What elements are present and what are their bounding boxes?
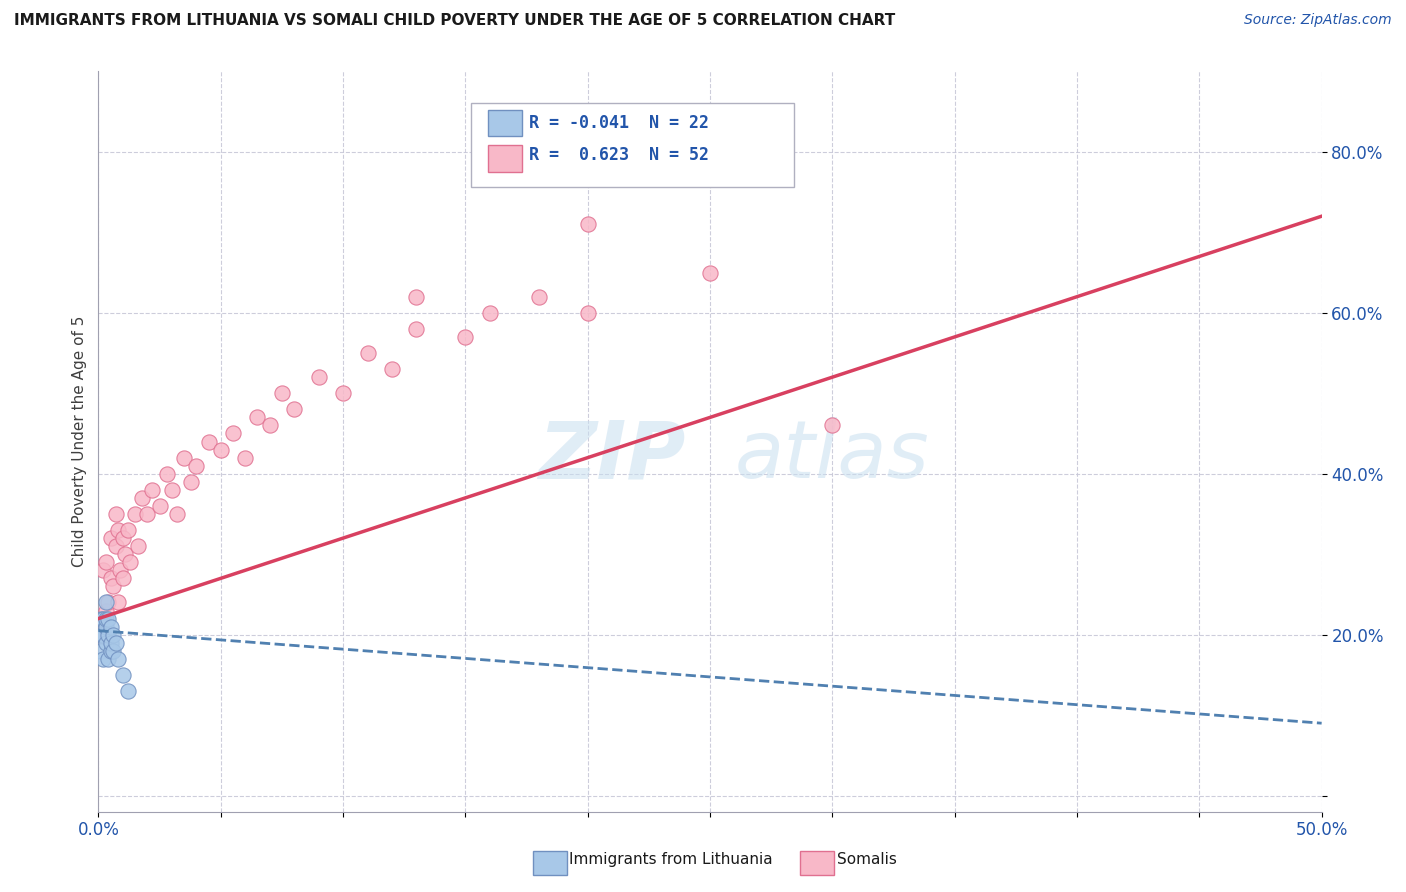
Point: [478, 306, 501, 320]
Point: [149, 499, 172, 513]
Text: ZIP: ZIP: [538, 417, 686, 495]
Point: [107, 595, 129, 609]
Point: [101, 644, 124, 658]
Point: [90, 628, 112, 642]
Point: [576, 306, 599, 320]
Point: [180, 475, 202, 489]
Text: Immigrants from Lithuania: Immigrants from Lithuania: [569, 852, 773, 867]
Point: [100, 571, 122, 585]
Point: [209, 442, 232, 457]
Text: Source: ZipAtlas.com: Source: ZipAtlas.com: [1244, 13, 1392, 28]
Point: [94, 603, 117, 617]
Point: [332, 386, 354, 401]
Point: [107, 523, 129, 537]
Point: [270, 386, 294, 401]
Point: [141, 483, 163, 497]
Point: [186, 458, 208, 473]
Point: [114, 547, 136, 561]
Point: [94, 636, 117, 650]
Point: [173, 450, 195, 465]
Point: [197, 434, 219, 449]
Point: [405, 322, 427, 336]
Point: [111, 531, 134, 545]
Text: R =  0.623  N = 52: R = 0.623 N = 52: [529, 146, 709, 164]
Point: [97, 652, 120, 666]
Point: [117, 523, 139, 537]
Point: [104, 539, 127, 553]
Point: [111, 571, 134, 585]
Point: [166, 507, 188, 521]
Point: [110, 563, 132, 577]
Point: [246, 410, 269, 425]
Point: [576, 217, 599, 231]
Point: [94, 619, 117, 633]
Point: [100, 644, 122, 658]
Point: [97, 595, 120, 609]
Point: [94, 611, 117, 625]
Point: [136, 507, 159, 521]
Point: [699, 266, 721, 280]
Point: [90, 628, 112, 642]
Point: [308, 370, 330, 384]
Point: [91, 611, 114, 625]
Point: [107, 652, 129, 666]
Point: [233, 450, 256, 465]
Point: [117, 684, 139, 698]
Point: [97, 628, 120, 642]
Text: atlas: atlas: [734, 417, 929, 495]
Point: [405, 290, 427, 304]
Point: [100, 636, 122, 650]
Point: [91, 563, 114, 577]
Point: [127, 539, 149, 553]
Point: [94, 595, 117, 609]
Point: [111, 668, 134, 682]
Point: [156, 467, 179, 481]
Point: [821, 418, 844, 433]
Point: [91, 628, 114, 642]
Point: [104, 636, 127, 650]
Point: [104, 507, 127, 521]
Y-axis label: Child Poverty Under the Age of 5: Child Poverty Under the Age of 5: [72, 316, 87, 567]
Point: [527, 290, 550, 304]
Text: R = -0.041  N = 22: R = -0.041 N = 22: [529, 114, 709, 132]
Point: [101, 628, 124, 642]
Point: [222, 426, 245, 441]
Point: [356, 346, 378, 360]
Point: [101, 579, 124, 593]
Point: [124, 507, 146, 521]
Point: [131, 491, 153, 505]
Point: [97, 611, 120, 625]
Text: Somalis: Somalis: [837, 852, 897, 867]
Point: [91, 611, 114, 625]
Point: [259, 418, 281, 433]
Point: [100, 619, 122, 633]
Point: [160, 483, 183, 497]
Point: [120, 555, 142, 569]
Point: [90, 611, 112, 625]
Text: IMMIGRANTS FROM LITHUANIA VS SOMALI CHILD POVERTY UNDER THE AGE OF 5 CORRELATION: IMMIGRANTS FROM LITHUANIA VS SOMALI CHIL…: [14, 13, 896, 29]
Point: [283, 402, 305, 417]
Point: [91, 652, 114, 666]
Point: [100, 531, 122, 545]
Point: [90, 644, 112, 658]
Point: [94, 555, 117, 569]
Point: [381, 362, 404, 376]
Point: [454, 330, 477, 344]
